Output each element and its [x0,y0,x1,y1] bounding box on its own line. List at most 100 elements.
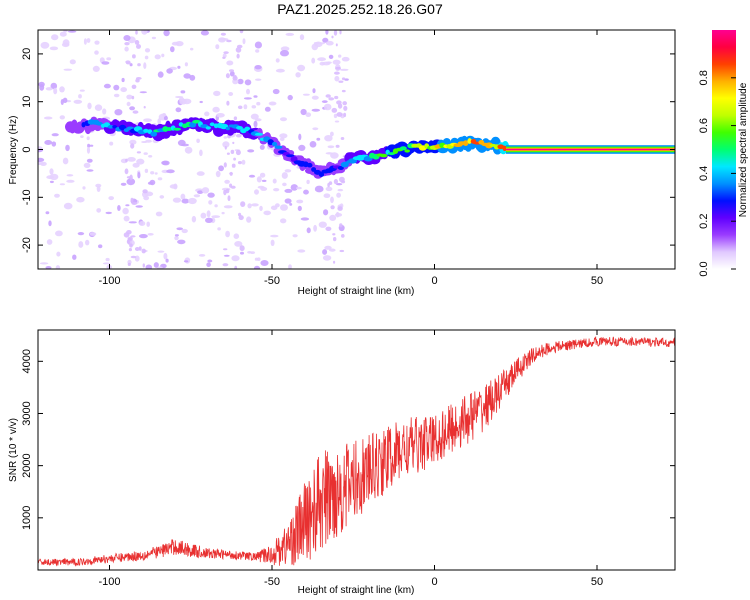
spectrogram-noise-blob [229,71,235,77]
spectrogram-noise-blob [222,56,226,59]
spectrogram-noise-blob [126,178,136,186]
spectrogram-noise-blob [211,215,221,219]
spectrogram-ridge-core [286,154,295,158]
spectrogram-noise-blob [129,139,137,145]
spectrogram-noise-blob [234,241,243,247]
spectrogram-noise-blob [132,162,140,168]
spectrogram-noise-blob [290,184,298,191]
spectrogram-ridge-core [272,141,278,147]
spectrogram-noise-blob [223,254,230,257]
spectrogram-noise-blob [333,113,338,119]
spectrogram-noise-blob [144,168,149,173]
spectrogram-noise-blob [40,41,50,49]
spectrogram-noise-blob [275,68,285,73]
spectrogram-noise-blob [143,105,146,109]
spectrogram-ridge-core [311,167,317,172]
spectrogram-noise-blob [223,162,227,168]
spectrogram-noise-blob [87,143,91,148]
spectrogram-noise-blob [183,73,191,79]
spectrogram-noise-blob [225,188,230,194]
snr-y-label: SNR (10 * v/v) [8,418,19,482]
spectrogram-y-tick-label: -20 [21,237,33,253]
spectrogram-noise-blob [67,30,77,33]
snr-x-tick-label: 50 [591,576,603,588]
spectrogram-noise-blob [325,94,331,98]
spectrogram-noise-blob [328,181,333,186]
spectrogram-noise-blob [237,161,242,165]
spectrogram-ridge-core [306,162,313,168]
spectrogram-noise-blob [243,97,252,100]
spectrogram-noise-blob [39,84,45,91]
spectrogram-noise-blob [170,46,175,53]
spectrogram-noise-blob [207,192,215,198]
spectrogram-noise-blob [313,224,317,232]
spectrogram-noise-blob [280,50,289,57]
spectrogram-x-label: Height of straight line (km) [298,286,415,297]
spectrogram-noise-blob [134,40,140,45]
spectrogram-noise-blob [155,211,163,217]
figure-title: PAZ1.2025.252.18.26.G07 [277,1,443,17]
spectrogram-noise-blob [331,35,334,39]
spectrogram-noise-blob [222,263,229,267]
spectrogram-y-ticks: -20 -10 0 10 20 [21,48,675,253]
spectrogram-noise-blob [225,230,231,238]
spectrogram-noise-blob [62,97,68,104]
spectrogram-noise-blob [66,174,74,177]
spectrogram-noise-blob [166,68,173,74]
spectrogram-noise-blob [98,244,103,249]
spectrogram-noise-blob [341,77,346,81]
spectrogram-noise-blob [199,100,203,104]
spectrogram-noise-blob [338,54,342,58]
spectrogram-ridge-core [205,126,211,130]
spectrogram-noise-blob [124,168,129,175]
spectrogram-noise-blob [131,84,137,90]
spectrogram-noise-blob [297,249,306,253]
spectrogram-noise-blob [289,203,293,206]
spectrogram-noise-blob [337,188,344,192]
spectrogram-noise-blob [197,190,204,194]
spectrogram-noise-blob [145,264,153,269]
spectrogram-noise-blob [259,144,265,150]
spectrogram-noise-blob [65,144,70,152]
spectrogram-noise-blob [280,46,290,52]
spectrogram-noise-blob [190,47,194,51]
spectrogram-noise-blob [113,93,120,98]
spectrogram-noise-blob [175,107,182,113]
spectrogram-noise-blob [188,197,197,205]
spectrogram-noise-blob [141,30,148,35]
spectrogram-noise-blob [292,234,298,238]
spectrogram-noise-blob [334,71,340,75]
spectrogram-noise-blob [333,178,338,185]
spectrogram-ridge-core [236,126,243,130]
snr-y-tick-label: 4000 [21,349,33,373]
spectrogram-noise-blob [280,204,288,211]
spectrogram-noise-blob [156,266,164,269]
spectrogram-noise-blob [94,104,103,111]
spectrogram-noise-blob [341,56,350,62]
spectrogram-noise-blob [226,100,230,106]
spectrogram-noise-blob [89,144,94,147]
spectrogram-noise-blob [334,213,343,217]
spectrogram-noise-blob [130,255,137,259]
spectrogram-noise-blob [196,171,205,176]
spectrogram-noise-blob [161,53,165,58]
spectrogram-noise-blob [279,133,288,139]
spectrogram-noise-blob [247,149,255,153]
spectrogram-noise-blob [298,144,306,151]
spectrogram-noise-blob [284,169,292,173]
spectrogram-ridge-core [274,145,283,149]
spectrogram-noise-blob [163,252,168,260]
spectrogram-noise-blob [334,75,340,82]
spectrogram-noise-blob [128,248,132,252]
spectrogram-noise-blob [284,198,292,204]
spectrogram-noise-blob [62,157,69,165]
spectrogram-noise-blob [330,196,334,204]
spectrogram-noise-blob [198,254,206,257]
spectrogram-noise-blob [344,78,349,81]
spectrogram-noise-blob [312,127,319,131]
spectrogram-noise-blob [129,243,133,248]
spectrogram-noise-blob [101,61,110,65]
spectrogram-noise-blob [49,173,59,181]
spectrogram-noise-blob [78,94,82,99]
spectrogram-noise-blob [233,233,240,239]
